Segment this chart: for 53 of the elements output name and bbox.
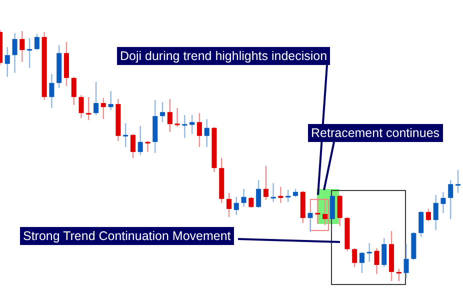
candlestick (382, 237, 387, 268)
candlestick (20, 30, 25, 62)
candlestick (278, 186, 284, 204)
candlestick (226, 192, 232, 218)
candlestick (145, 140, 150, 153)
candlestick (190, 114, 195, 135)
candlestick (337, 194, 342, 227)
candlestick (256, 180, 262, 209)
candlestick (308, 211, 313, 233)
candlestick (248, 196, 254, 209)
candlestick (234, 196, 239, 216)
candlestick (123, 122, 128, 148)
annotation: Strong Trend Continuation Movement (20, 227, 234, 245)
candlestick (241, 188, 246, 208)
candlestick (456, 169, 460, 194)
candlestick (322, 197, 328, 226)
candlestick (167, 98, 172, 133)
candlestick (359, 251, 364, 274)
annotation: Retracement continues (308, 124, 443, 142)
candlestick (34, 33, 40, 51)
candlestick (352, 248, 358, 268)
candlestick (433, 194, 438, 231)
candlestick (100, 97, 106, 120)
candlestick (396, 268, 402, 282)
candlestick (182, 114, 188, 139)
candlestick (49, 73, 54, 109)
candlestick (270, 182, 276, 203)
candlestick (138, 125, 143, 156)
candlestick (160, 101, 166, 123)
candlestick (426, 208, 431, 222)
candlestick (286, 189, 291, 203)
candlestick (130, 133, 136, 159)
candlestick (404, 244, 409, 279)
candlestick (374, 248, 380, 275)
candlestick (440, 191, 446, 214)
candlestick (448, 180, 454, 220)
candlestick (108, 90, 114, 111)
candlestick (315, 197, 320, 225)
candlestick (94, 81, 99, 116)
candlestick (174, 107, 180, 128)
candlestick (366, 242, 372, 263)
candlestick (12, 32, 18, 74)
candlestick (196, 112, 202, 148)
candlestick (27, 37, 32, 68)
candlestick (78, 94, 84, 119)
candlestick (330, 194, 335, 221)
candlestick (204, 118, 210, 148)
annotation: Doji during trend highlights indecision (117, 47, 330, 65)
candlestick (71, 76, 76, 106)
candlestick (418, 210, 424, 238)
candlestick (86, 96, 92, 121)
candlestick (263, 165, 268, 201)
candlestick (4, 46, 10, 78)
